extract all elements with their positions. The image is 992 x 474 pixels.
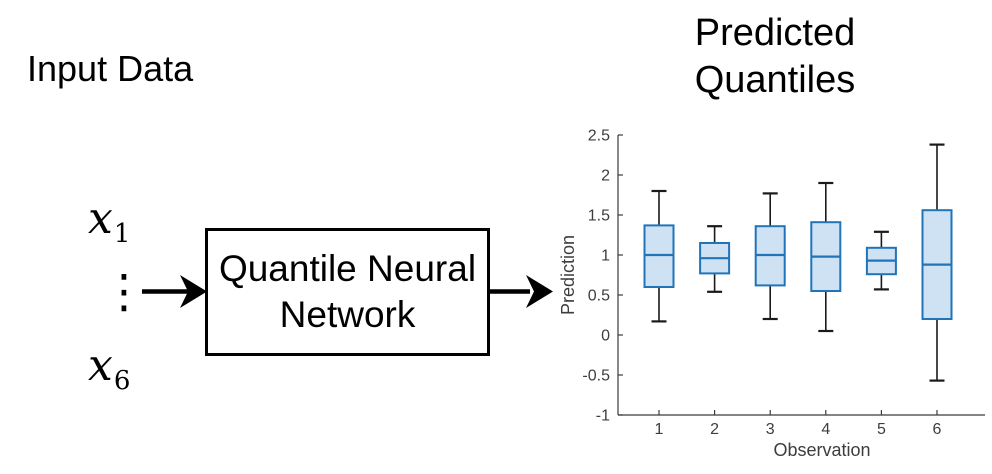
- predicted-quantiles-boxplot: -1 -0.5 0 0.5 1 1.5 2 2.5 1 2 3 4 5 6 Observation Predi…: [558, 128, 985, 460]
- x-tick-label: 4: [821, 421, 830, 438]
- boxplot-box-observation-1: [643, 189, 675, 323]
- x-tick-label: 1: [655, 421, 664, 438]
- y-tick-label: 1.5: [588, 208, 610, 225]
- x6-symbol: x: [88, 340, 113, 391]
- x-tick-label: 6: [933, 421, 942, 438]
- boxplot-box-observation-2: [699, 225, 731, 293]
- y-tick-label: 1: [601, 248, 610, 265]
- input-flow-arrow-icon: [142, 275, 207, 308]
- vertical-ellipsis: ⋮: [101, 264, 147, 318]
- y-axis-label: Prediction: [558, 235, 578, 315]
- y-tick-label: 0.5: [588, 288, 610, 305]
- input-variable-x6: x6: [88, 344, 131, 396]
- x-axis-label: Observation: [773, 440, 870, 460]
- chart-title-line1: Predicted: [694, 12, 856, 54]
- y-tick-label: 0: [601, 328, 610, 345]
- boxplot-box-observation-3: [754, 192, 786, 321]
- x-tick-label: 5: [877, 421, 886, 438]
- x-tick-label: 3: [766, 421, 775, 438]
- x1-subscript: 1: [113, 219, 131, 249]
- chart-title-line2: Quantiles: [694, 59, 856, 101]
- boxplot-box-observation-5: [865, 230, 897, 291]
- y-tick-label: -0.5: [582, 368, 610, 385]
- y-tick-label: 2: [601, 168, 610, 185]
- output-flow-arrow-icon: [490, 275, 553, 308]
- y-tick-label: 2.5: [588, 128, 610, 145]
- iqr-box: [643, 224, 675, 288]
- boxplot-box-observation-4: [810, 181, 842, 333]
- chart-title: Predicted Quantiles: [655, 10, 895, 104]
- y-tick-label: -1: [596, 408, 610, 425]
- quantile-neural-network-box: Quantile Neural Network: [205, 228, 490, 356]
- boxplot-box-observation-6: [921, 143, 953, 382]
- input-data-label: Input Data: [27, 48, 194, 89]
- x1-symbol: x: [88, 193, 113, 244]
- x-tick-label: 2: [710, 421, 719, 438]
- nn-box-label-line2: Network: [279, 294, 416, 335]
- nn-box-label-line1: Quantile Neural: [218, 248, 477, 289]
- input-variable-x1: x1: [88, 197, 131, 249]
- x6-subscript: 6: [113, 366, 131, 396]
